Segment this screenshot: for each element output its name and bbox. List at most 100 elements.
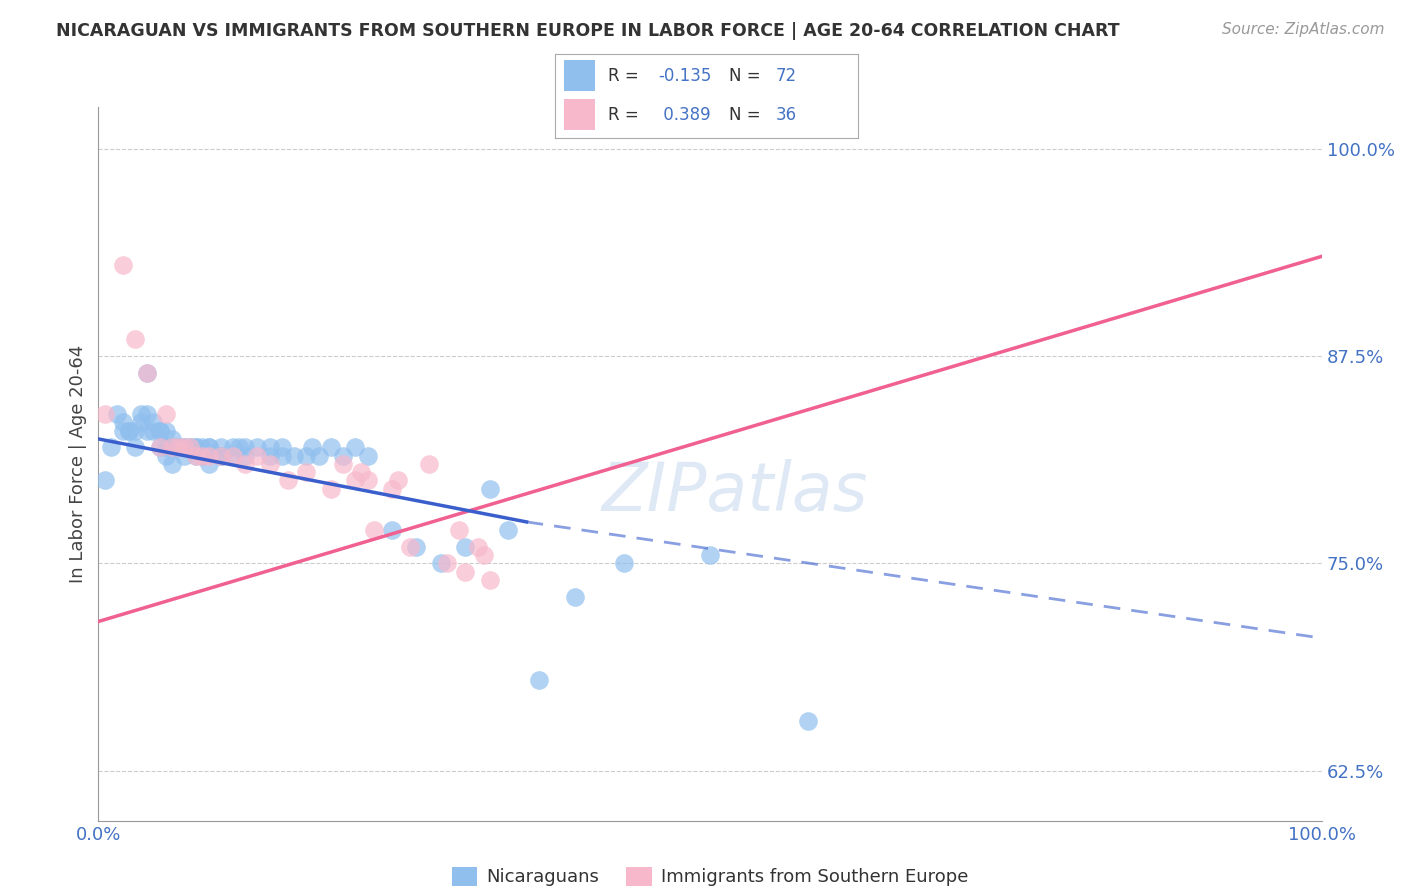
Point <box>149 440 172 454</box>
Point <box>387 474 409 488</box>
Point <box>270 440 294 454</box>
Point <box>167 440 190 454</box>
Text: R =: R = <box>609 67 644 85</box>
Point <box>142 415 165 429</box>
Point <box>173 440 195 454</box>
Point <box>350 465 373 479</box>
Point <box>191 449 214 463</box>
Point <box>160 440 183 454</box>
Point <box>381 523 404 537</box>
Point <box>344 474 367 488</box>
Point <box>259 440 281 454</box>
Point <box>124 424 146 438</box>
Point <box>270 449 294 463</box>
Point <box>186 440 208 454</box>
Point <box>797 714 820 728</box>
Point <box>436 557 458 571</box>
Text: Source: ZipAtlas.com: Source: ZipAtlas.com <box>1222 22 1385 37</box>
Point <box>319 440 342 454</box>
Point <box>129 415 152 429</box>
Point <box>179 440 201 454</box>
Point <box>222 449 245 463</box>
Point <box>186 449 208 463</box>
Point <box>478 482 501 496</box>
Point <box>381 482 404 496</box>
Point <box>111 415 134 429</box>
Point <box>173 449 195 463</box>
Point <box>197 449 219 463</box>
Point <box>356 474 378 488</box>
Point <box>295 465 318 479</box>
Point <box>363 523 385 537</box>
Bar <box>564 61 595 91</box>
Point <box>228 440 250 454</box>
Point <box>191 440 214 454</box>
Point <box>259 449 281 463</box>
Point <box>197 440 219 454</box>
Point <box>118 424 141 438</box>
Point <box>179 440 201 454</box>
Point <box>186 449 208 463</box>
Point <box>93 407 115 421</box>
Point <box>356 449 378 463</box>
Bar <box>564 99 595 130</box>
Text: 36: 36 <box>776 105 797 123</box>
Point <box>277 474 299 488</box>
Point <box>246 440 269 454</box>
Point <box>167 440 190 454</box>
Point <box>149 424 172 438</box>
Point <box>197 457 219 471</box>
Point <box>233 457 256 471</box>
Point <box>332 457 354 471</box>
Point <box>155 440 177 454</box>
Point <box>283 449 305 463</box>
Point <box>222 440 245 454</box>
Point <box>233 449 256 463</box>
Point <box>111 424 134 438</box>
Y-axis label: In Labor Force | Age 20-64: In Labor Force | Age 20-64 <box>69 344 87 583</box>
Point <box>222 449 245 463</box>
Point <box>699 548 721 562</box>
Point <box>160 440 183 454</box>
Point <box>454 540 477 554</box>
Point <box>246 449 269 463</box>
Point <box>449 523 471 537</box>
Point <box>136 407 159 421</box>
Point <box>399 540 422 554</box>
Text: N =: N = <box>730 105 766 123</box>
Text: N =: N = <box>730 67 766 85</box>
Point <box>179 440 201 454</box>
Text: NICARAGUAN VS IMMIGRANTS FROM SOUTHERN EUROPE IN LABOR FORCE | AGE 20-64 CORRELA: NICARAGUAN VS IMMIGRANTS FROM SOUTHERN E… <box>56 22 1119 40</box>
Point <box>308 449 330 463</box>
Point <box>209 440 232 454</box>
Point <box>467 540 489 554</box>
Text: -0.135: -0.135 <box>658 67 711 85</box>
Point <box>209 449 232 463</box>
Point <box>142 424 165 438</box>
Point <box>233 440 256 454</box>
Point <box>564 590 586 604</box>
Point <box>136 424 159 438</box>
Point <box>527 673 550 687</box>
Point <box>160 432 183 446</box>
Point <box>155 449 177 463</box>
Point <box>478 573 501 587</box>
Point <box>100 440 122 454</box>
Point <box>136 366 159 380</box>
Point <box>149 424 172 438</box>
Point <box>129 407 152 421</box>
Point <box>160 457 183 471</box>
Point <box>332 449 354 463</box>
Point <box>105 407 128 421</box>
Text: 72: 72 <box>776 67 797 85</box>
Point <box>430 557 453 571</box>
Point <box>197 440 219 454</box>
Point <box>118 424 141 438</box>
Point <box>259 457 281 471</box>
Text: R =: R = <box>609 105 644 123</box>
Point <box>124 332 146 346</box>
Point <box>613 557 636 571</box>
Point <box>472 548 495 562</box>
Text: 0.389: 0.389 <box>658 105 711 123</box>
Point <box>209 449 232 463</box>
